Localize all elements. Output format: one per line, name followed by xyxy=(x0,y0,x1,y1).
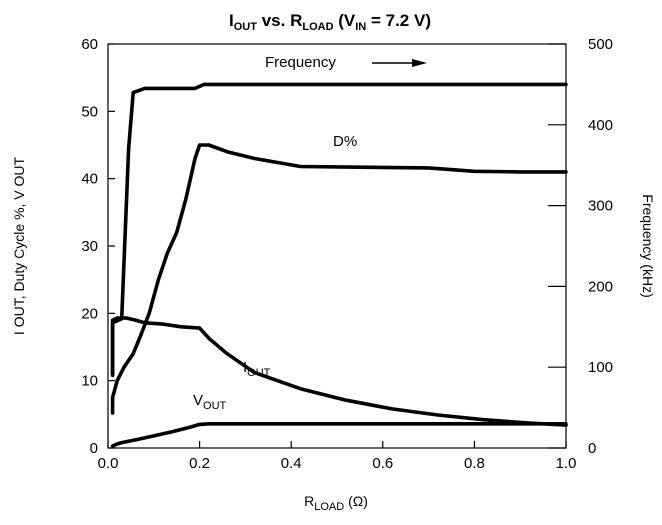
y-left-tick-label: 50 xyxy=(81,103,98,120)
label-vout: VOUT xyxy=(193,392,227,412)
label-duty-cycle: D% xyxy=(333,133,357,150)
chart-title: IOUT vs. RLOAD (VIN = 7.2 V) xyxy=(229,11,431,33)
y-right-tick-label: 200 xyxy=(588,278,613,295)
y-right-tick-label: 500 xyxy=(588,36,613,53)
y-left-tick-label: 20 xyxy=(81,305,98,322)
y-right-axis-label: Frequency (kHz) xyxy=(640,194,656,297)
x-tick-label: 0.8 xyxy=(464,455,485,472)
y-left-axis-ticks: 0 10 20 30 40 50 60 xyxy=(81,36,115,457)
y-left-tick-label: 10 xyxy=(81,373,98,390)
y-left-axis-label: I OUT, Duty Cycle %, V OUT xyxy=(11,156,27,335)
y-right-tick-label: 0 xyxy=(588,440,596,457)
x-tick-label: 0.6 xyxy=(372,455,393,472)
x-tick-label: 1.0 xyxy=(556,455,577,472)
x-tick-label: 0.0 xyxy=(98,455,119,472)
y-left-tick-label: 0 xyxy=(90,440,98,457)
plot-frame xyxy=(107,43,567,449)
label-frequency: Frequency xyxy=(265,54,336,71)
series-line-iout xyxy=(110,316,568,427)
y-left-tick-label: 60 xyxy=(81,36,98,53)
y-right-tick-label: 100 xyxy=(588,359,613,376)
x-axis-ticks: 0.0 0.2 0.4 0.6 0.8 1.0 xyxy=(98,441,577,472)
x-tick-label: 0.4 xyxy=(281,455,302,472)
y-left-tick-label: 30 xyxy=(81,238,98,255)
y-right-tick-label: 400 xyxy=(588,117,613,134)
series-group xyxy=(110,82,568,448)
x-tick-label: 0.2 xyxy=(189,455,210,472)
series-line-d xyxy=(110,143,568,415)
x-axis-label: RLOAD (Ω) xyxy=(304,493,368,513)
y-right-tick-label: 300 xyxy=(588,198,613,215)
label-iout: IOUT xyxy=(243,359,271,379)
frequency-arrow xyxy=(372,59,427,67)
series-line-vout xyxy=(110,421,568,448)
y-left-tick-label: 40 xyxy=(81,171,98,188)
series-line-frequency xyxy=(110,82,568,378)
y-right-axis-ticks: 0 100 200 300 400 500 xyxy=(548,36,613,457)
